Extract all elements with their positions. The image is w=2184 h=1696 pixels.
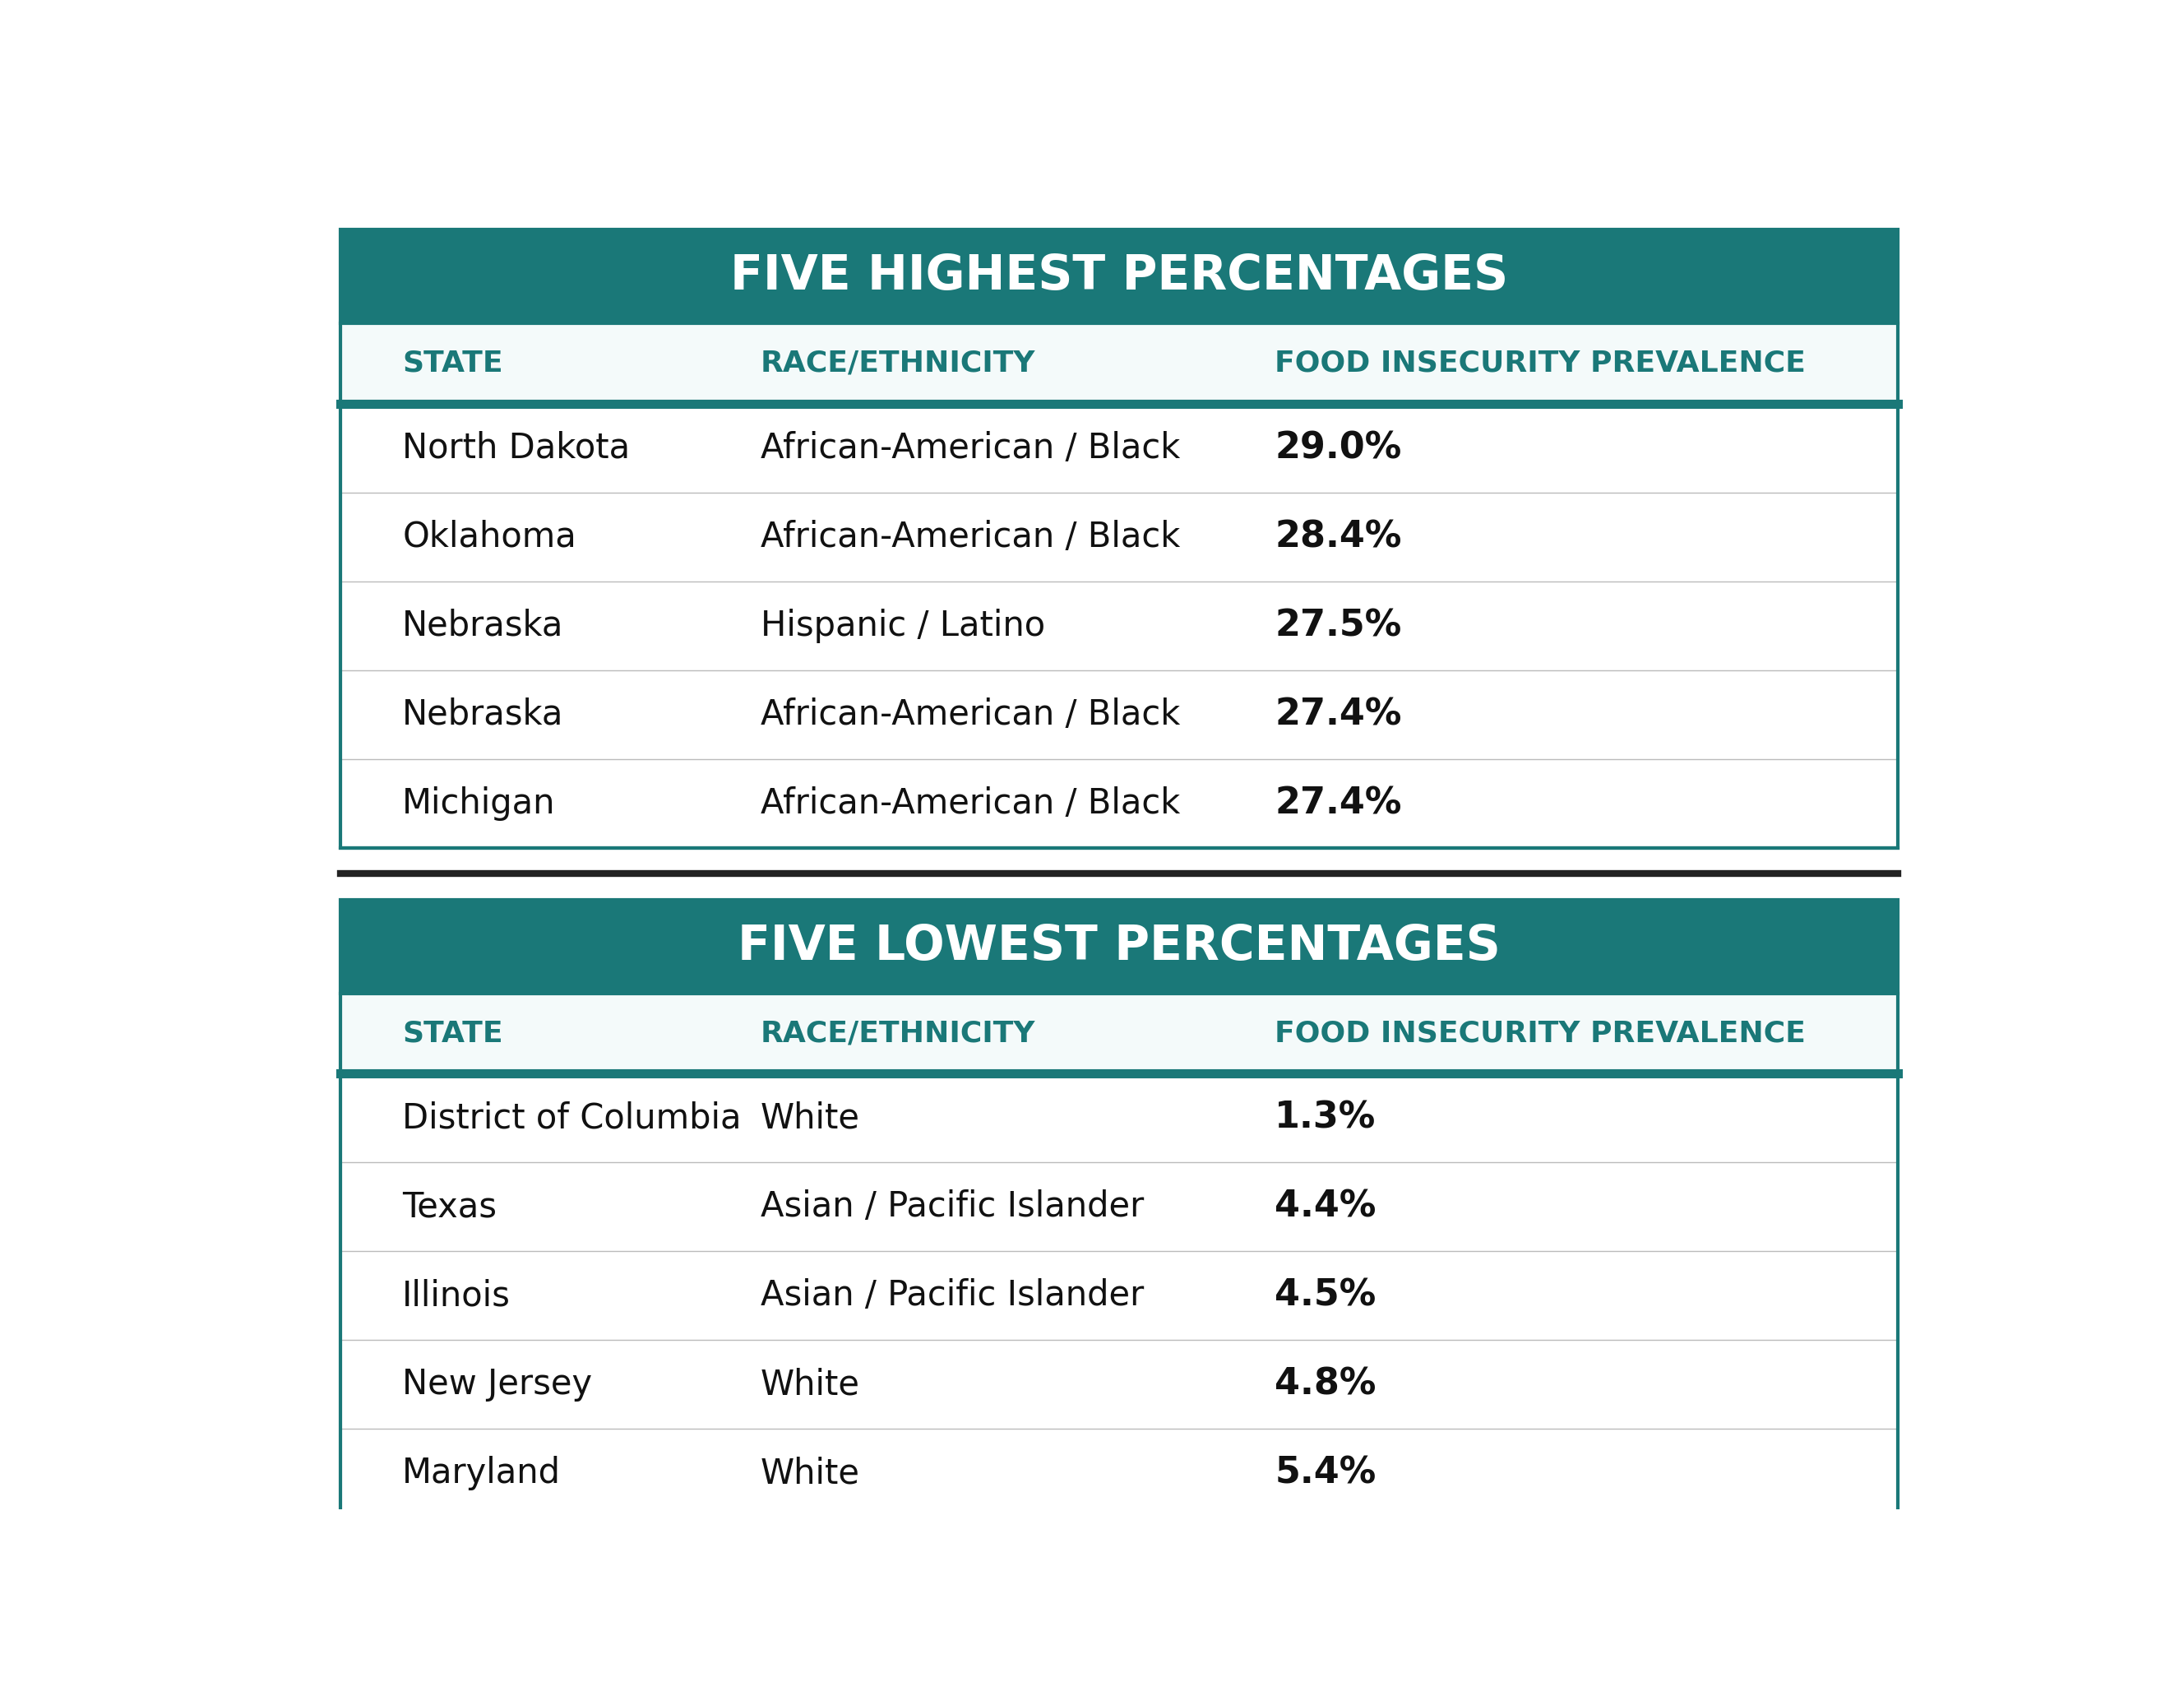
Text: Michigan: Michigan xyxy=(402,785,555,821)
Text: African-American / Black: African-American / Black xyxy=(760,431,1179,465)
Text: 4.8%: 4.8% xyxy=(1275,1367,1376,1403)
Text: 29.0%: 29.0% xyxy=(1275,431,1402,466)
Text: Oklahoma: Oklahoma xyxy=(402,519,577,555)
Text: Nebraska: Nebraska xyxy=(402,697,563,731)
Text: Hispanic / Latino: Hispanic / Latino xyxy=(760,609,1046,643)
Text: FIVE LOWEST PERCENTAGES: FIVE LOWEST PERCENTAGES xyxy=(738,923,1500,970)
Bar xyxy=(341,899,1898,1518)
Text: White: White xyxy=(760,1367,860,1403)
Text: 1.3%: 1.3% xyxy=(1275,1101,1376,1136)
Text: RACE/ETHNICITY: RACE/ETHNICITY xyxy=(760,1019,1035,1048)
Text: White: White xyxy=(760,1101,860,1135)
Bar xyxy=(341,404,1898,848)
Text: STATE: STATE xyxy=(402,1019,502,1048)
Text: Asian / Pacific Islander: Asian / Pacific Islander xyxy=(760,1189,1144,1225)
Bar xyxy=(341,324,1898,404)
Text: African-American / Black: African-American / Black xyxy=(760,785,1179,821)
Text: 27.5%: 27.5% xyxy=(1275,607,1402,643)
Text: RACE/ETHNICITY: RACE/ETHNICITY xyxy=(760,349,1035,378)
Text: 5.4%: 5.4% xyxy=(1275,1455,1376,1491)
Text: District of Columbia: District of Columbia xyxy=(402,1101,743,1135)
Text: Illinois: Illinois xyxy=(402,1279,511,1313)
Text: African-American / Black: African-American / Black xyxy=(760,519,1179,555)
Text: FIVE HIGHEST PERCENTAGES: FIVE HIGHEST PERCENTAGES xyxy=(729,253,1509,300)
Text: White: White xyxy=(760,1455,860,1491)
Bar xyxy=(341,1074,1898,1518)
Text: Texas: Texas xyxy=(402,1189,498,1225)
Bar xyxy=(341,229,1898,848)
Text: 4.4%: 4.4% xyxy=(1275,1189,1376,1225)
Text: FOOD INSECURITY PREVALENCE: FOOD INSECURITY PREVALENCE xyxy=(1275,349,1806,378)
Text: 27.4%: 27.4% xyxy=(1275,697,1402,733)
Text: Asian / Pacific Islander: Asian / Pacific Islander xyxy=(760,1279,1144,1313)
Text: African-American / Black: African-American / Black xyxy=(760,697,1179,731)
Text: 27.4%: 27.4% xyxy=(1275,785,1402,821)
Text: Nebraska: Nebraska xyxy=(402,609,563,643)
Text: FOOD INSECURITY PREVALENCE: FOOD INSECURITY PREVALENCE xyxy=(1275,1019,1806,1048)
Text: STATE: STATE xyxy=(402,349,502,378)
Bar xyxy=(341,899,1898,994)
Text: 28.4%: 28.4% xyxy=(1275,519,1402,555)
Bar xyxy=(341,994,1898,1074)
Text: North Dakota: North Dakota xyxy=(402,431,631,465)
Text: 4.5%: 4.5% xyxy=(1275,1279,1376,1313)
Text: Maryland: Maryland xyxy=(402,1455,561,1491)
Bar xyxy=(341,229,1898,324)
Text: New Jersey: New Jersey xyxy=(402,1367,592,1403)
